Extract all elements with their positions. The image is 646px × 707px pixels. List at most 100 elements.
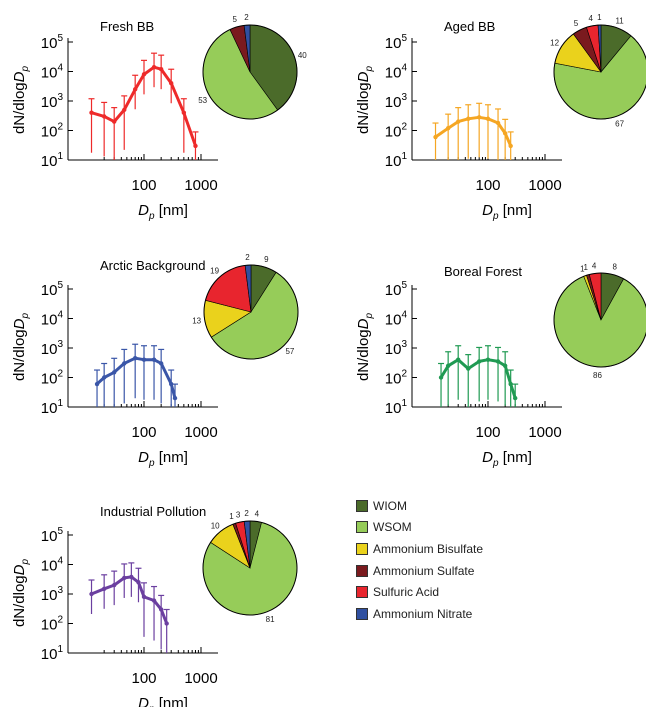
legend-item-wiom: WIOM [356, 495, 483, 517]
data-point [502, 363, 508, 368]
panel-title: Fresh BB [100, 19, 154, 34]
y-axis-title: dN/dlogDp [11, 313, 31, 382]
pie-outline [553, 272, 646, 368]
x-axis-title: Dp [nm] [138, 449, 188, 469]
pie-label: 1 [597, 13, 602, 22]
y-axis-title: dN/dlogDp [355, 66, 375, 135]
y-tick-label: 104 [385, 63, 408, 82]
y-axis-title: dN/dlogDp [11, 559, 31, 628]
data-point [141, 357, 147, 362]
series-line [90, 575, 169, 625]
data-point [132, 356, 138, 361]
y-tick-label: 105 [385, 280, 408, 299]
legend-swatch-sulfuric-acid [356, 586, 368, 599]
data-point [158, 66, 164, 72]
x-axis-title: Dp [nm] [482, 449, 532, 469]
data-point [151, 64, 157, 70]
pie-label: 2 [244, 13, 249, 22]
data-point [158, 361, 164, 366]
y-tick-label: 103 [41, 92, 64, 111]
pie-outline [202, 520, 298, 616]
legend-item-sulfuric-acid: Sulfuric Acid [356, 581, 483, 603]
legend-swatch-wsom [356, 521, 368, 534]
y-tick-label: 103 [41, 339, 64, 358]
y-tick-label: 101 [41, 644, 64, 663]
pie-label: 1 [583, 263, 588, 272]
pie-label: 86 [593, 371, 602, 380]
panel-title: Boreal Forest [444, 264, 522, 279]
data-point [455, 357, 461, 362]
y-tick-label: 104 [41, 310, 64, 329]
y-tick-label: 103 [41, 585, 64, 604]
pie-label: 4 [592, 261, 597, 270]
y-tick-label: 102 [41, 615, 64, 634]
data-point [455, 119, 461, 124]
data-point [508, 143, 513, 149]
data-point [151, 357, 157, 362]
data-point [466, 366, 471, 371]
data-point [158, 607, 164, 612]
data-point [433, 134, 438, 140]
data-point [151, 598, 157, 603]
data-point [445, 125, 451, 131]
data-point [94, 381, 100, 387]
data-point [495, 359, 501, 364]
legend-item-ammonium-nitrate: Ammonium Nitrate [356, 603, 483, 625]
data-point [168, 381, 174, 387]
pie-label: 57 [285, 347, 294, 356]
data-point [502, 131, 508, 136]
data-point [129, 574, 134, 580]
data-point [164, 621, 169, 626]
x-tick-label: 1000 [184, 424, 217, 441]
data-point [168, 81, 174, 86]
y-tick-label: 102 [41, 369, 64, 388]
data-point [101, 114, 107, 119]
legend-label-sulfuric-acid: Sulfuric Acid [373, 585, 440, 600]
data-point [438, 375, 444, 380]
panel-arctic-background: 101 102 103 104 105 100 1000 Dp [nm] dN/dlogDp Ar… [11, 253, 299, 469]
pie-label: 2 [245, 253, 250, 262]
x-tick-label: 100 [475, 177, 500, 194]
data-point [181, 110, 187, 115]
pie-label: 11 [615, 16, 624, 25]
x-tick-label: 1000 [528, 424, 561, 441]
data-point [445, 363, 451, 368]
data-point [111, 119, 117, 124]
pie-label: 3 [236, 510, 241, 519]
x-axis-title: Dp [nm] [138, 695, 188, 707]
legend-item-ammonium-bisulfate: Ammonium Bisulfate [356, 538, 483, 560]
series-line [439, 358, 517, 399]
panel-title: Industrial Pollution [100, 504, 206, 519]
panel-aged-bb: 101 102 103 104 105 100 1000 Dp [nm] dN/dlogDp Ag… [355, 13, 646, 222]
pie-label: 9 [264, 255, 269, 264]
pie-outline [553, 24, 646, 120]
pie-label: 10 [211, 521, 220, 530]
data-point [485, 357, 491, 362]
y-tick-label: 105 [385, 33, 408, 52]
data-point [136, 580, 141, 585]
legend: WIOM WSOM Ammonium Bisulfate Ammonium Su… [356, 495, 483, 625]
pie-label: 19 [210, 267, 219, 276]
panel-boreal-forest: 101 102 103 104 105 100 1000 Dp [nm] dN/dlogDp Bo… [355, 261, 646, 469]
data-point [122, 107, 127, 113]
pie-label: 12 [550, 39, 559, 48]
y-tick-label: 105 [41, 33, 64, 52]
y-tick-label: 103 [385, 92, 408, 111]
legend-label-wiom: WIOM [373, 498, 407, 513]
data-point [111, 582, 117, 588]
data-point [495, 120, 501, 126]
pie-label: 13 [192, 317, 201, 326]
y-axis-title: dN/dlogDp [355, 313, 375, 382]
pie-label: 1 [229, 512, 234, 521]
data-point [172, 395, 178, 401]
data-point [101, 375, 107, 380]
y-tick-label: 105 [41, 280, 64, 299]
data-point [512, 395, 518, 401]
pie-label: 40 [298, 51, 307, 60]
legend-swatch-wiom [356, 499, 368, 512]
legend-label-ammonium-sulfate: Ammonium Sulfate [373, 563, 475, 578]
y-tick-label: 101 [41, 398, 64, 417]
y-tick-label: 104 [41, 63, 64, 82]
legend-item-ammonium-sulfate: Ammonium Sulfate [356, 560, 483, 582]
